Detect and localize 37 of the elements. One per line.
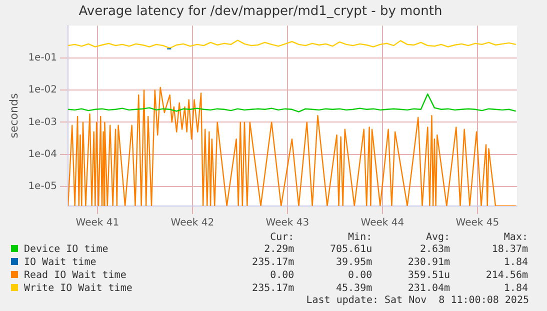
text: 1.84 [502,256,529,269]
text: 2.29m [263,243,296,256]
legend-label: Write IO Wait time [23,282,134,295]
text: Last update: Sat Nov 8 11:00:08 2025 [305,295,530,306]
y-tick-label: 1e-03 [28,116,58,128]
x-tick-label: Week 41 [76,218,120,229]
text: 45.39m [335,282,374,295]
text: Min: [347,232,374,243]
text: 231.04m [406,282,452,295]
x-tick-label: Week 43 [266,218,310,229]
legend-label: IO Wait time [23,256,98,269]
text: 235.17m [251,256,296,269]
legend-label: Device IO time [23,243,110,256]
x-tick-label: Week 42 [170,218,214,229]
y-tick-label: 1e-04 [28,149,58,160]
text: 39.95m [335,256,374,269]
chart-title: Average latency for /dev/mapper/md1_crypt - by month [78,4,442,20]
text: 1.84 [502,282,529,295]
legend-label: Read IO Wait time [23,269,128,282]
text: 230.91m [406,256,452,269]
text: 214.56m [484,269,529,282]
y-tick-label: 1e-02 [28,84,58,96]
y-axis-title: seconds [7,93,20,138]
text: 235.17m [251,282,296,295]
text: 18.37m [490,243,529,256]
x-tick-label: Week 44 [360,218,404,229]
text: Max: [502,232,529,243]
text: Cur: [269,232,296,243]
x-tick-label: Week 45 [456,218,500,229]
text: Avg: [424,232,452,243]
text: 705.61u [328,243,374,256]
text: 0.00 [269,269,296,282]
y-tick-label: 1e-05 [28,181,58,192]
text: 2.63m [418,243,452,256]
text: 0.00 [347,269,374,282]
y-tick-label: 1e-01 [28,52,58,64]
text: 359.51u [406,269,452,282]
